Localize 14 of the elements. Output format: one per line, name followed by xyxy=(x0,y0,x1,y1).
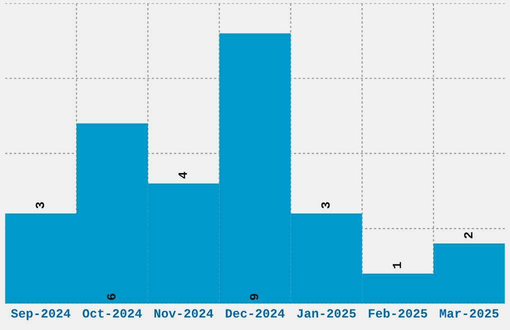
data-label: 3 xyxy=(321,202,330,208)
x-tick-label: Sep-2024 xyxy=(11,309,70,320)
data-label: 2 xyxy=(464,232,472,238)
x-tick-label: Oct-2024 xyxy=(82,309,142,318)
data-label: 3 xyxy=(36,202,44,208)
x-tick-label: Jan-2025 xyxy=(297,309,356,318)
x-tick-label: Dec-2024 xyxy=(226,309,285,318)
data-label: 9 xyxy=(250,294,258,300)
x-tick-label: Nov-2024 xyxy=(154,309,214,318)
x-tick-label: Feb-2025 xyxy=(368,308,428,318)
x-tick-label: Mar-2025 xyxy=(440,309,499,318)
data-label: 1 xyxy=(392,262,402,268)
data-label: 6 xyxy=(107,294,116,300)
data-label: 4 xyxy=(178,172,187,179)
